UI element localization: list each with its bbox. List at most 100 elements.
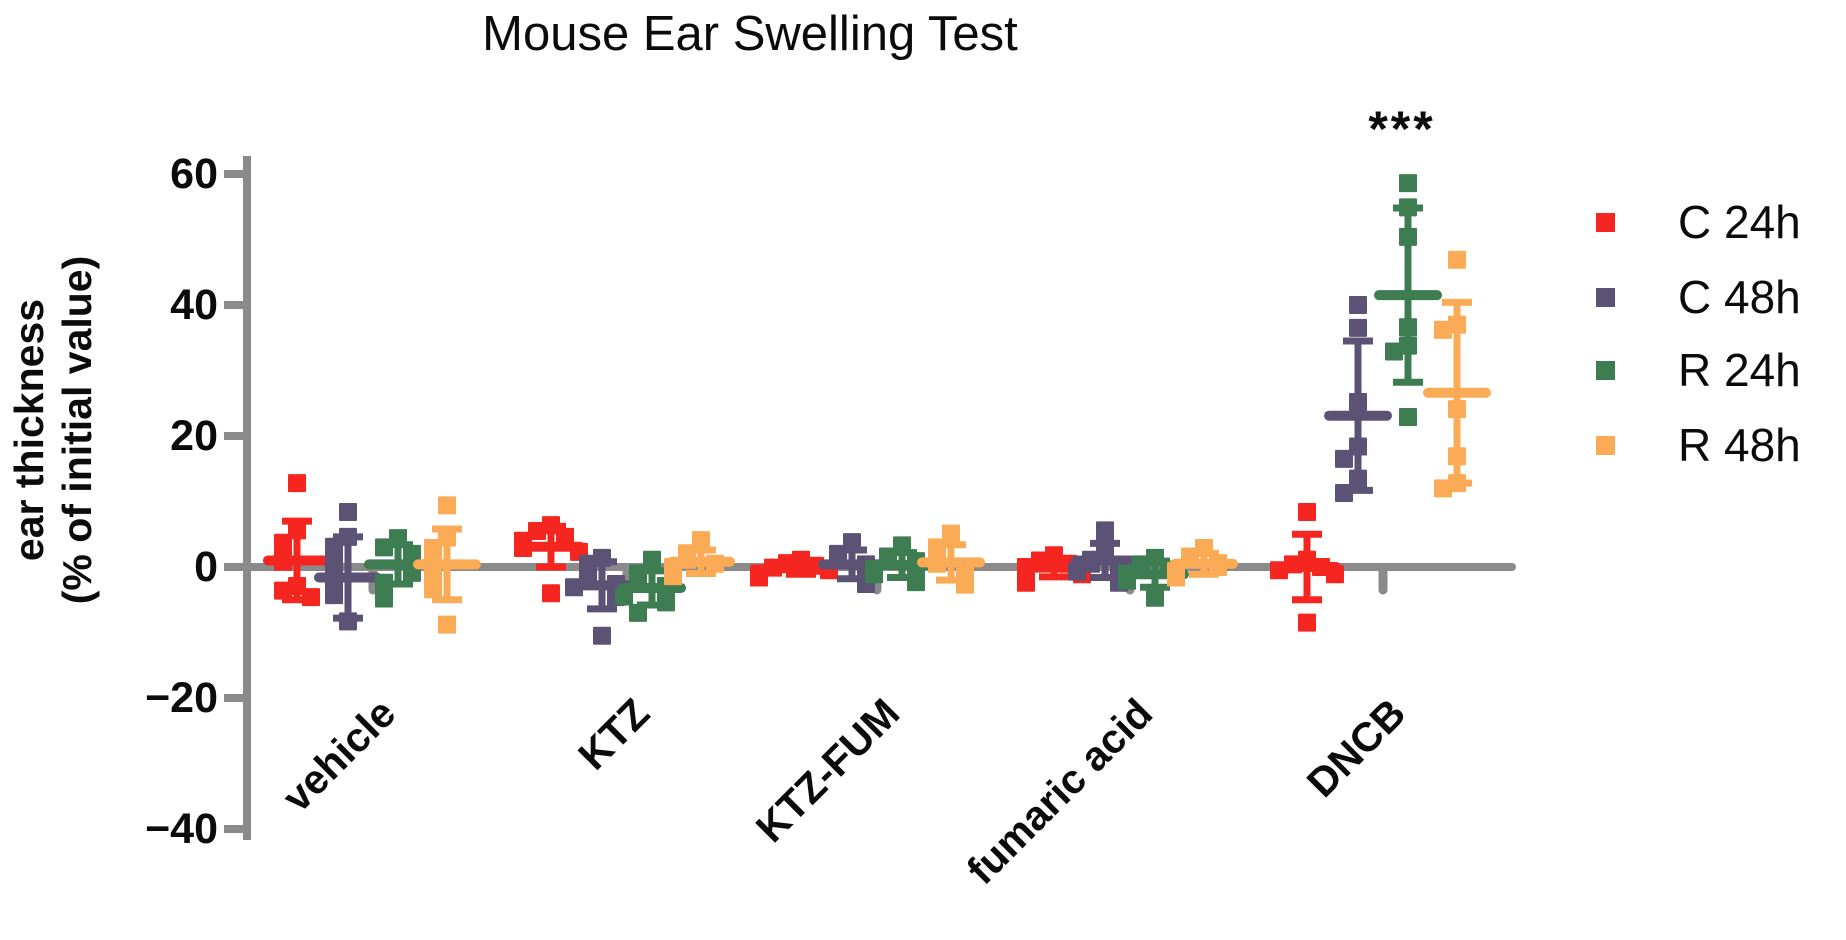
data-point — [1031, 551, 1049, 570]
data-point — [1349, 296, 1367, 314]
data-point — [438, 528, 456, 547]
data-point — [865, 565, 883, 584]
legend-swatch-c24 — [1596, 213, 1615, 232]
data-point — [339, 612, 357, 631]
data-point — [565, 578, 583, 597]
data-point — [1385, 342, 1403, 361]
chart-title: Mouse Ear Swelling Test — [482, 7, 1018, 61]
y-tick-label: 0 — [194, 543, 218, 591]
data-point — [1270, 561, 1288, 580]
data-point — [1195, 539, 1213, 558]
data-point — [1146, 548, 1164, 567]
y-tick-label: −20 — [145, 674, 218, 722]
data-point — [593, 626, 611, 645]
data-point — [1167, 568, 1185, 587]
data-point — [764, 558, 782, 577]
data-point — [1349, 318, 1367, 337]
data-point — [1082, 554, 1100, 573]
data-point — [339, 502, 357, 521]
data-point — [692, 531, 710, 550]
data-point — [1284, 555, 1302, 574]
data-point — [706, 554, 724, 573]
data-point — [325, 571, 343, 590]
data-point — [928, 554, 946, 573]
significance-stars: *** — [1368, 101, 1436, 157]
data-point — [375, 538, 393, 557]
legend-swatch-r24 — [1596, 361, 1615, 380]
data-point — [792, 550, 810, 569]
data-point — [542, 584, 560, 603]
legend-swatch-r48 — [1596, 436, 1615, 455]
data-point — [1209, 558, 1227, 576]
y-tick-label: 60 — [170, 150, 218, 198]
legend-label-c24: C 24h — [1678, 196, 1801, 248]
data-point — [1045, 546, 1063, 565]
data-point — [325, 537, 343, 556]
data-point — [1448, 315, 1466, 334]
data-point — [1399, 227, 1417, 246]
data-point — [424, 580, 442, 599]
data-point — [829, 551, 847, 570]
data-point — [1349, 392, 1367, 411]
data-point — [778, 554, 796, 573]
data-point — [556, 527, 574, 546]
data-point — [1118, 571, 1136, 590]
data-point — [1096, 538, 1114, 557]
data-point — [1399, 318, 1417, 337]
data-point — [893, 536, 911, 555]
data-point — [1434, 479, 1452, 498]
y-tick-label: −40 — [145, 805, 218, 853]
data-point — [339, 527, 357, 546]
data-point — [302, 588, 320, 607]
data-point — [615, 587, 633, 606]
data-point — [1399, 408, 1417, 427]
y-axis-label-line1: ear thickness — [6, 298, 52, 562]
data-point — [514, 539, 532, 558]
data-point — [1312, 558, 1330, 576]
data-point — [1017, 573, 1035, 592]
data-point — [1181, 547, 1199, 566]
data-point — [438, 496, 456, 515]
data-point — [1068, 562, 1086, 581]
legend-swatch-c48 — [1596, 288, 1615, 307]
data-point — [1399, 174, 1417, 193]
data-point — [843, 533, 861, 552]
data-point — [629, 571, 647, 590]
data-point — [424, 565, 442, 584]
data-point — [942, 524, 960, 543]
data-point — [879, 547, 897, 566]
data-point — [375, 589, 393, 608]
data-point — [1335, 449, 1353, 468]
data-point — [579, 571, 597, 590]
data-point — [288, 474, 306, 493]
y-tick-label: 20 — [170, 412, 218, 460]
data-point — [1298, 502, 1316, 521]
data-point — [1448, 400, 1466, 419]
data-point — [750, 568, 768, 587]
data-point — [643, 550, 661, 569]
data-point — [1399, 198, 1417, 217]
data-point — [1298, 613, 1316, 632]
data-point — [528, 521, 546, 540]
data-point — [389, 529, 407, 548]
legend-label-r48: R 48h — [1678, 419, 1801, 471]
data-point — [1096, 521, 1114, 540]
data-point — [1349, 469, 1367, 488]
data-point — [1434, 320, 1452, 339]
data-point — [1326, 565, 1344, 584]
data-point — [1399, 336, 1417, 355]
data-point — [1335, 483, 1353, 502]
data-point — [1349, 437, 1367, 456]
legend-label-c48: C 48h — [1678, 271, 1801, 323]
data-point — [288, 576, 306, 595]
data-point — [542, 516, 560, 535]
data-point — [274, 581, 292, 600]
data-point — [1146, 588, 1164, 607]
legend-label-r24: R 24h — [1678, 344, 1801, 396]
data-point — [664, 567, 682, 586]
data-point — [1132, 555, 1150, 574]
data-point — [288, 521, 306, 540]
data-point — [375, 573, 393, 592]
data-point — [1298, 550, 1316, 569]
